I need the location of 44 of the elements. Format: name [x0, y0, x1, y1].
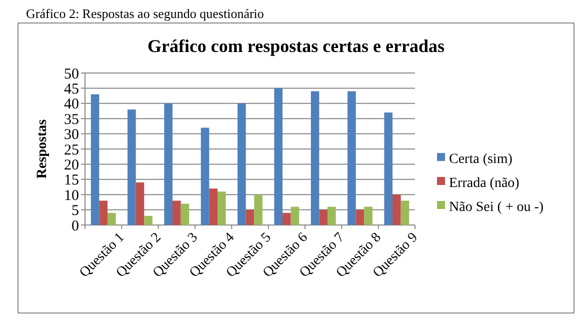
bar — [217, 192, 226, 225]
bar — [107, 212, 116, 225]
legend-label: Não Sei ( + ou -) — [449, 200, 544, 215]
y-axis-title: Respostas — [35, 118, 50, 179]
bar — [392, 194, 401, 225]
y-tick-label: 0 — [72, 218, 79, 234]
bar — [136, 182, 144, 225]
bar — [128, 109, 136, 225]
bar — [348, 91, 356, 225]
chart-title: Gráfico com respostas certas e erradas — [147, 36, 445, 56]
bar — [310, 91, 320, 225]
y-tick-label: 15 — [64, 172, 79, 189]
y-tick-label: 30 — [64, 127, 79, 144]
bar — [274, 88, 283, 225]
bar — [282, 212, 291, 225]
y-tick-label: 5 — [72, 203, 79, 220]
y-tick-label: 35 — [64, 112, 79, 128]
legend-label: Errada (não) — [449, 176, 520, 191]
legend-label: Certa (sim) — [449, 152, 513, 167]
y-tick-label: 10 — [64, 188, 79, 204]
bar — [238, 103, 246, 225]
bar — [290, 206, 300, 225]
bar — [209, 188, 218, 225]
y-tick-label: 50 — [64, 66, 79, 82]
bar — [327, 206, 336, 225]
bar — [172, 200, 181, 225]
text: Gráfico 2: Respostas ao segundo questionário — [26, 6, 264, 21]
bar — [200, 128, 210, 225]
bar — [384, 112, 393, 225]
bar — [164, 103, 173, 225]
bar — [246, 210, 254, 225]
bar — [180, 204, 190, 225]
bar — [144, 216, 152, 225]
bar — [364, 206, 372, 225]
bar — [400, 200, 410, 225]
y-tick-label: 25 — [64, 142, 79, 158]
bar — [99, 200, 108, 225]
y-tick-label: 40 — [64, 96, 79, 113]
bar — [254, 194, 262, 225]
bar — [356, 210, 364, 225]
bar — [319, 210, 328, 225]
bar — [90, 94, 100, 225]
y-tick-label: 45 — [64, 81, 79, 98]
y-tick-label: 20 — [64, 157, 79, 174]
